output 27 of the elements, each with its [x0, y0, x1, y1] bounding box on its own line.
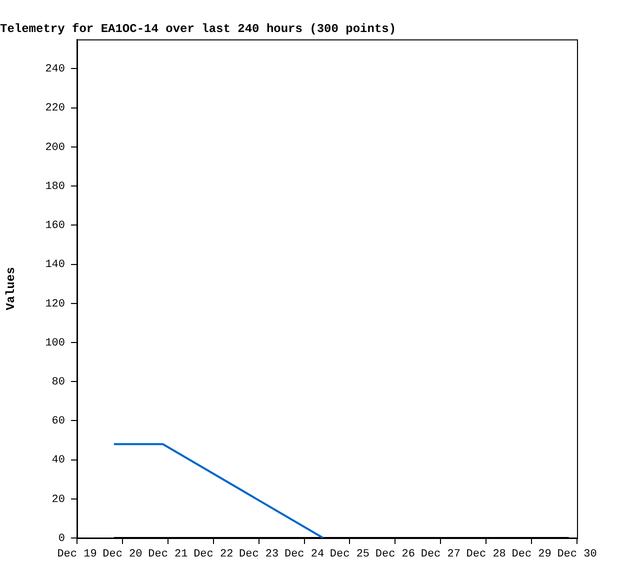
y-tick-label: 120 — [45, 298, 65, 310]
y-tick-label: 20 — [52, 494, 65, 506]
y-tick-label: 0 — [58, 532, 65, 545]
y-tick-label: 200 — [45, 142, 65, 154]
y-axis-title: Values — [4, 267, 18, 310]
y-tick-label: 100 — [45, 337, 65, 350]
y-tick-label: 80 — [52, 376, 65, 388]
x-tick-label: Dec 19 — [57, 548, 97, 561]
x-tick-label: Dec 23 — [239, 548, 279, 561]
y-tick-label: 180 — [45, 180, 65, 193]
x-tick-label: Dec 24 — [284, 548, 324, 561]
x-tick-label: Dec 28 — [466, 548, 506, 561]
x-tick-label: Dec 26 — [375, 548, 415, 561]
x-tick-label: Dec 22 — [194, 548, 234, 561]
x-tick-label: Dec 29 — [512, 548, 552, 561]
y-tick-label: 60 — [52, 416, 65, 428]
y-tick-label: 220 — [45, 102, 65, 115]
y-tick-label: 160 — [45, 220, 65, 232]
y-tick-label: 40 — [52, 454, 65, 467]
y-tick-label: 240 — [45, 64, 65, 76]
x-tick-label: Dec 25 — [330, 548, 370, 561]
y-tick-label: 140 — [45, 259, 65, 272]
x-tick-label: Dec 27 — [420, 548, 460, 561]
x-tick-label: Dec 30 — [557, 548, 597, 561]
x-tick-label: Dec 21 — [148, 548, 188, 561]
chart-title: Telemetry for EA1OC-14 over last 240 hours (300 points) — [0, 22, 396, 36]
x-tick-label: Dec 20 — [102, 548, 142, 561]
